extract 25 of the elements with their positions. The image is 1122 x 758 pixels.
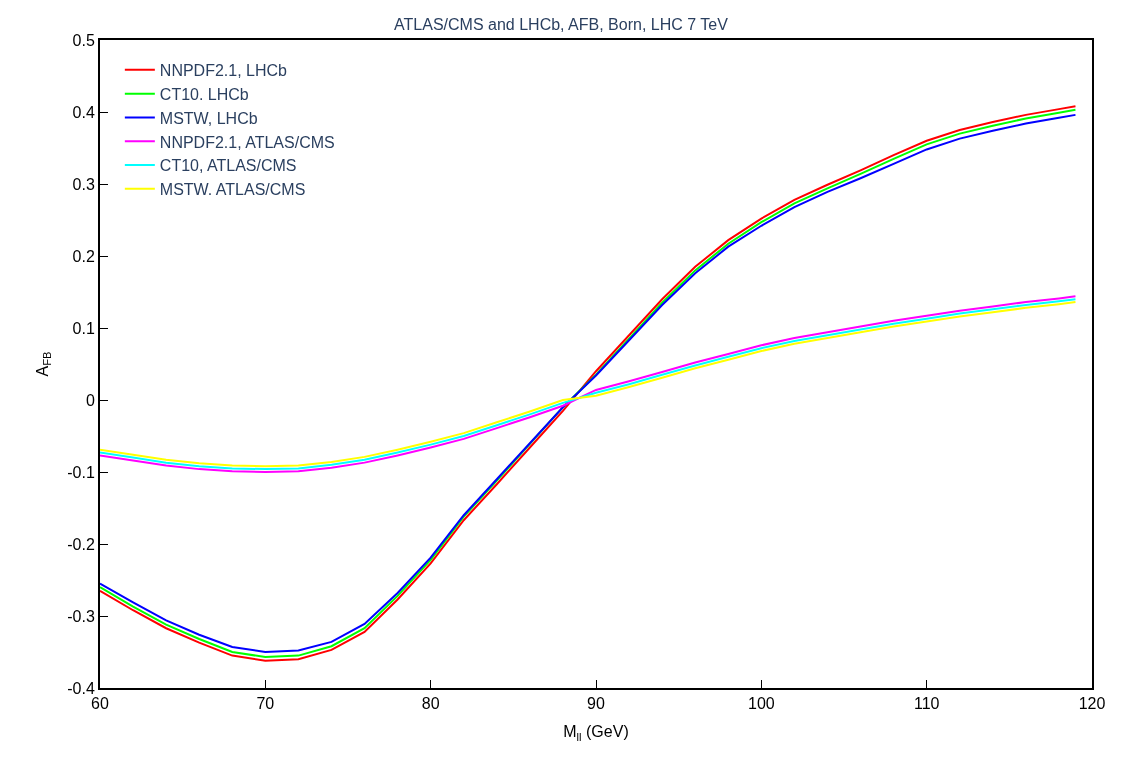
y-tick-label: -0.3 [67, 607, 95, 625]
legend-label: NNPDF2.1, ATLAS/CMS [159, 133, 335, 151]
legend-label: NNPDF2.1, LHCb [159, 62, 288, 80]
x-tick-label: 70 [256, 695, 275, 713]
y-tick-label: 0.4 [72, 103, 95, 121]
legend-label: MSTW. ATLAS/CMS [159, 181, 306, 199]
y-tick-label: 0.1 [72, 319, 95, 337]
y-tick-label: 0.2 [72, 247, 95, 265]
legend-label: CT10. LHCb [159, 85, 249, 103]
x-tick-label: 120 [1078, 695, 1106, 713]
y-tick-label: -0.1 [67, 463, 95, 481]
x-tick-label: 100 [747, 695, 775, 713]
x-tick-label: 60 [91, 695, 109, 713]
y-tick-label: 0.3 [72, 175, 95, 193]
y-tick-label: 0.5 [72, 31, 95, 49]
y-tick-label: -0.2 [67, 535, 95, 553]
x-tick-label: 80 [421, 695, 440, 713]
x-tick-label: 110 [913, 695, 940, 713]
chart-title: ATLAS/CMS and LHCb, AFB, Born, LHC 7 TeV [394, 16, 729, 34]
y-tick-label: -0.4 [67, 679, 95, 697]
x-tick-label: 90 [587, 695, 605, 713]
y-tick-label: 0 [85, 391, 95, 409]
legend-label: CT10, ATLAS/CMS [159, 157, 297, 175]
x-axis-title: M$_{ll}$ (GeV) [563, 723, 629, 743]
legend-label: MSTW, LHCb [159, 109, 258, 127]
